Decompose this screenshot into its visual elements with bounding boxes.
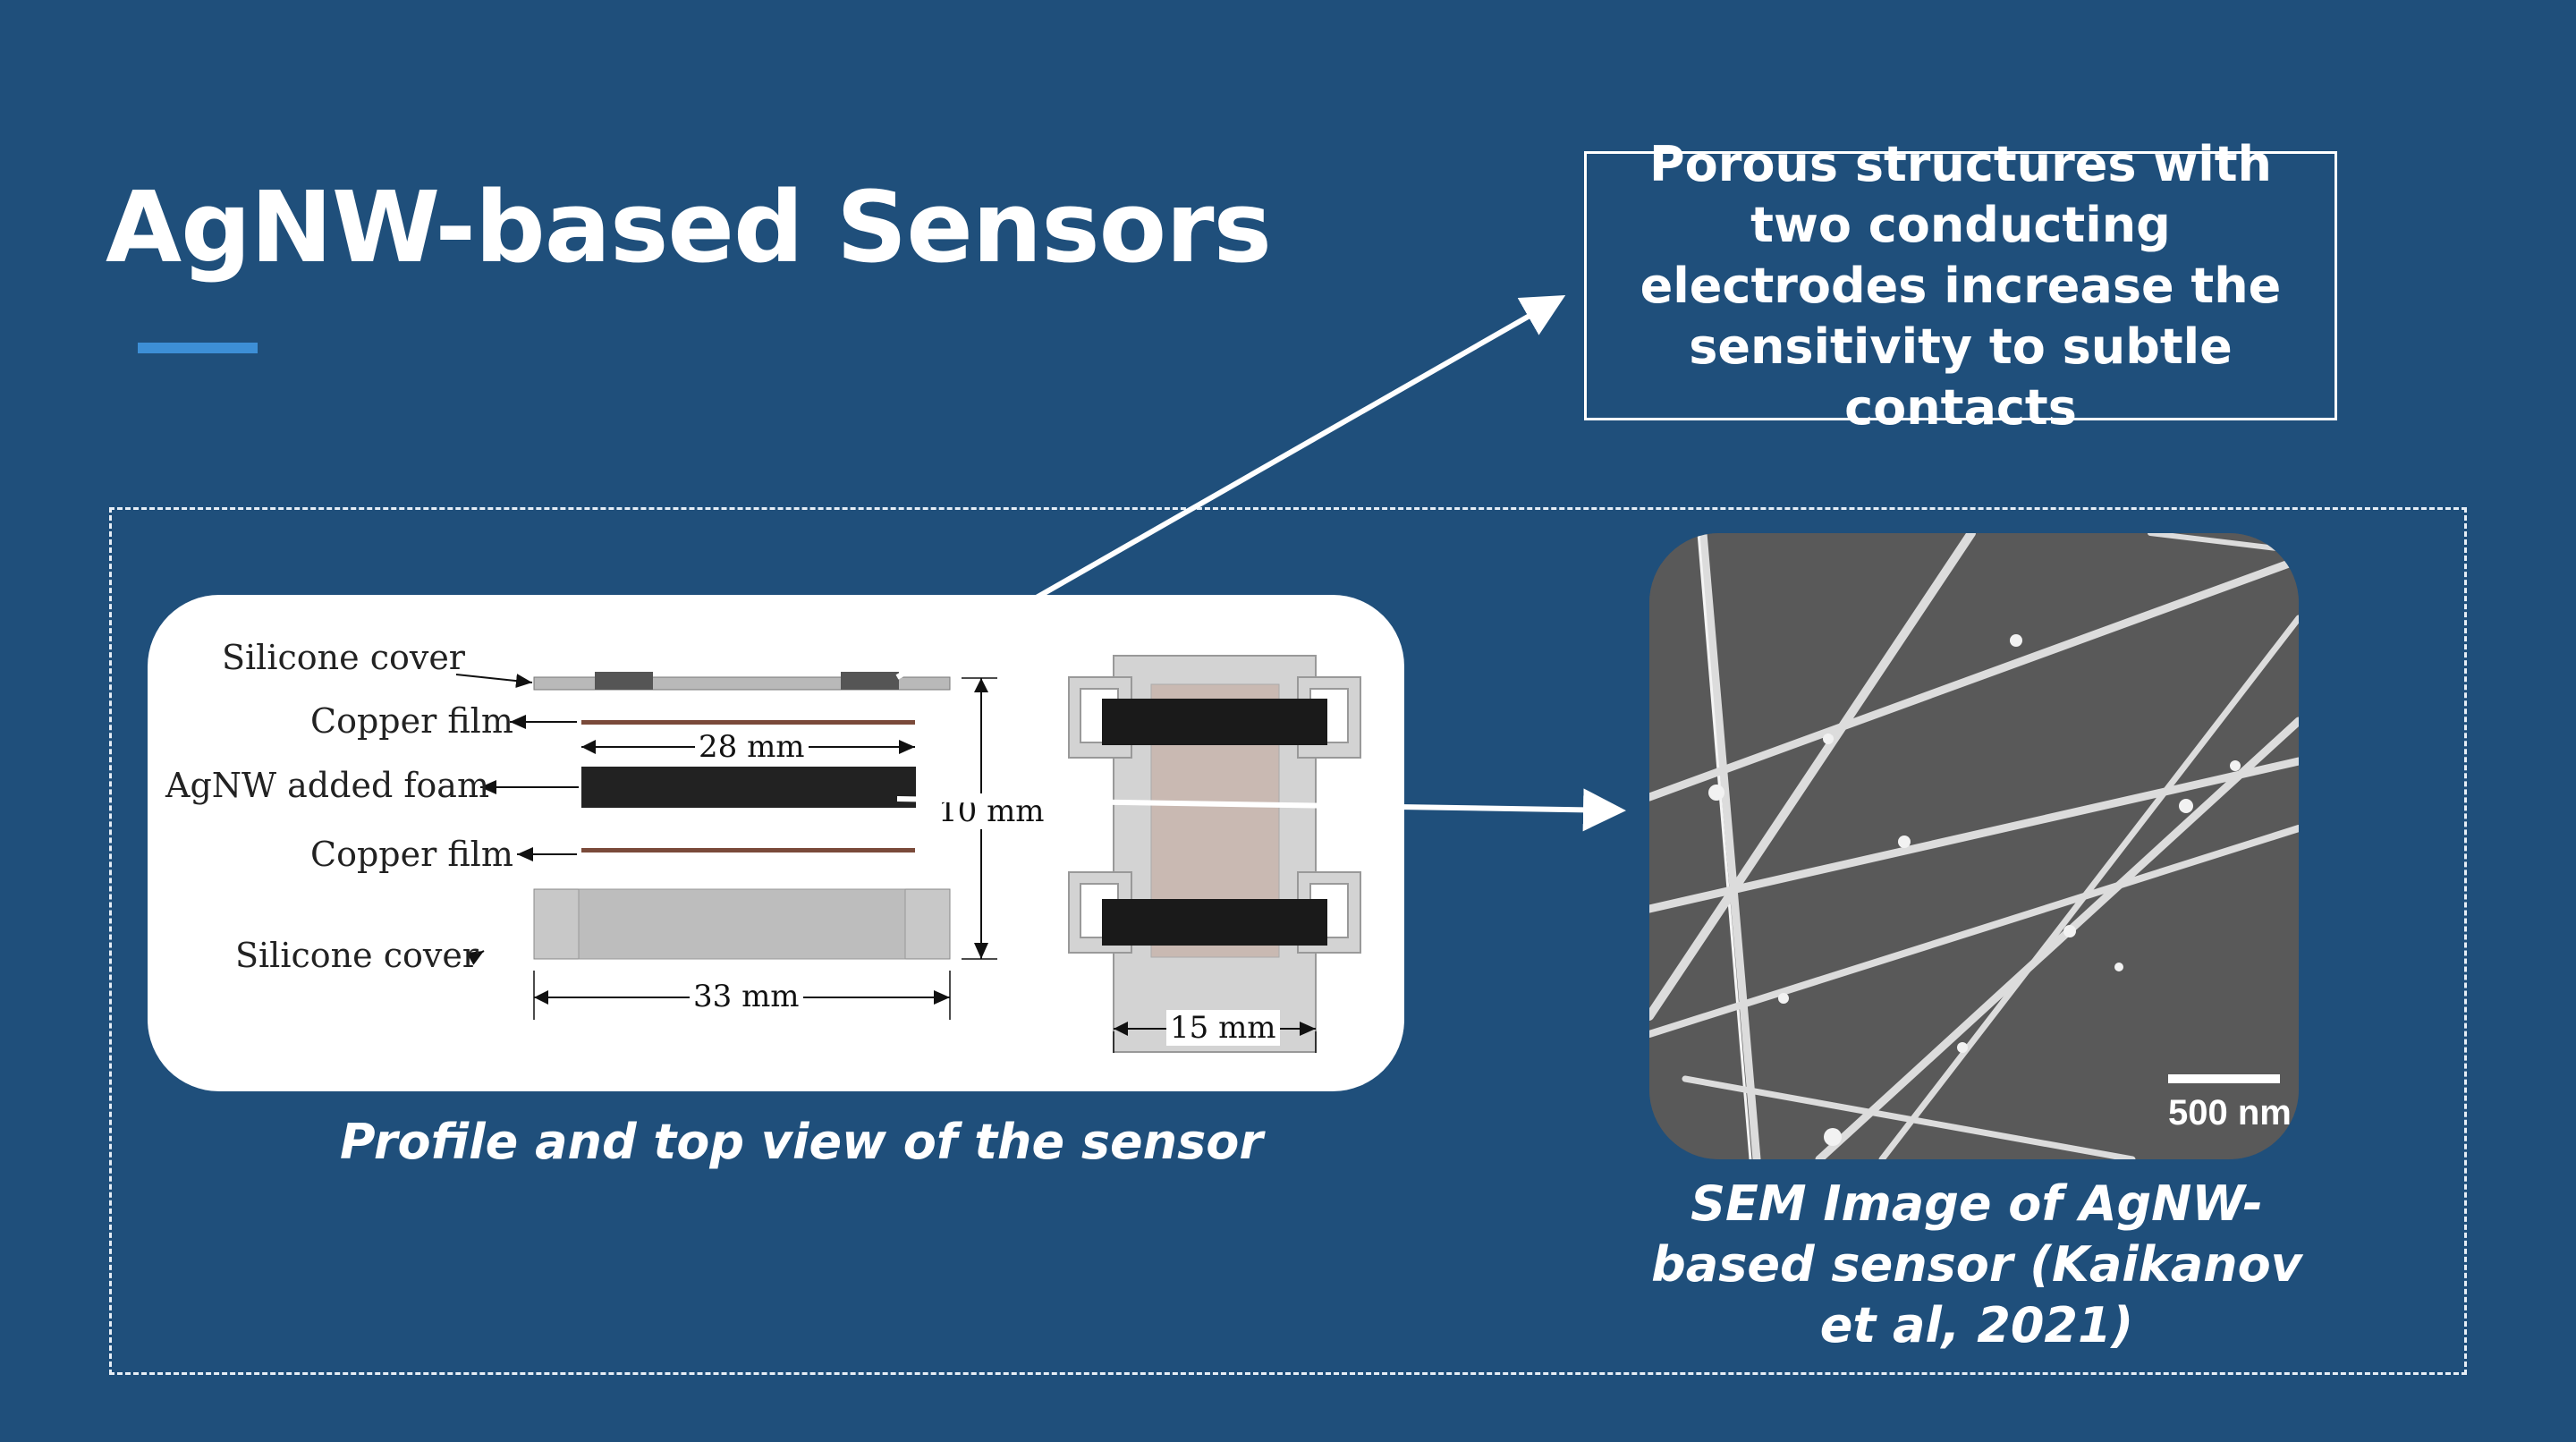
content-frame [109, 507, 2467, 1375]
label-silicone-cover-top: Silicone cover [222, 638, 465, 677]
label-copper-film-top: Copper film [310, 701, 513, 741]
dimension-foam-length: 28 mm [695, 729, 809, 765]
sensor-top-view [1068, 655, 1361, 1053]
sem-scale-bar [2168, 1074, 2280, 1083]
sem-scale-label: 500 nm [2168, 1093, 2292, 1132]
callout-text: Porous structures with two conducting el… [1640, 135, 2282, 436]
diagram-caption: Profile and top view of the sensor [340, 1114, 1263, 1170]
label-agnw-foam: AgNW added foam [165, 766, 489, 805]
title-accent-bar [138, 343, 258, 353]
label-copper-film-bottom: Copper film [310, 835, 513, 874]
copper-film-bottom-layer [581, 848, 915, 852]
sensor-diagram-graphic [455, 655, 1361, 1053]
silicone-cover-top-pad-left [595, 672, 653, 690]
sem-image [1649, 533, 2299, 1159]
sensor-diagram: Silicone cover Copper film AgNW added fo… [148, 595, 1404, 1091]
silicone-cover-top-pad-right [841, 672, 899, 690]
callout-box: Porous structures with two conducting el… [1584, 136, 2337, 436]
sem-caption: SEM Image of AgNW-based sensor (Kaikanov… [1651, 1175, 2302, 1353]
arrow-to-sem [896, 788, 1626, 832]
slide-title: AgNW-based Sensors [106, 170, 1272, 284]
dimension-cover-length: 33 mm [690, 979, 803, 1014]
sem-image-graphic [1649, 533, 2299, 1159]
dimension-width: 15 mm [1166, 1010, 1280, 1046]
arrow-to-callout [895, 295, 1566, 680]
agnw-foam-layer [581, 767, 916, 808]
label-silicone-cover-bottom: Silicone cover [235, 936, 479, 975]
copper-film-top-layer [581, 720, 915, 725]
